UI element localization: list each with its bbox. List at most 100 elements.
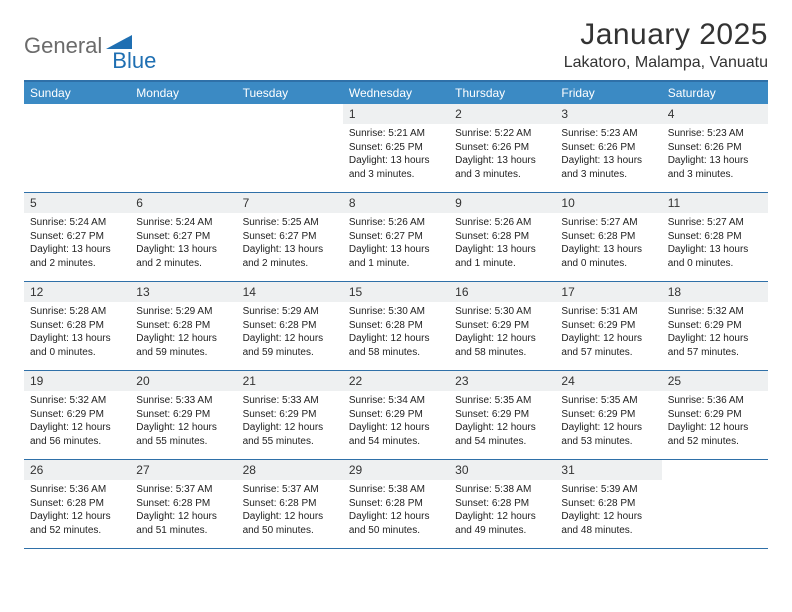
logo-text-general: General	[24, 33, 102, 59]
day-number: 16	[449, 282, 555, 302]
day-number: 6	[130, 193, 236, 213]
day-number: 9	[449, 193, 555, 213]
day-number: 5	[24, 193, 130, 213]
calendar-cell: 27Sunrise: 5:37 AMSunset: 6:28 PMDayligh…	[130, 460, 236, 548]
day-number: 18	[662, 282, 768, 302]
day-details: Sunrise: 5:26 AMSunset: 6:28 PMDaylight:…	[449, 213, 555, 274]
logo-text-blue: Blue	[112, 48, 156, 74]
day-number: 20	[130, 371, 236, 391]
day-number: 11	[662, 193, 768, 213]
calendar: SundayMondayTuesdayWednesdayThursdayFrid…	[24, 80, 768, 549]
day-number: 1	[343, 104, 449, 124]
day-details: Sunrise: 5:23 AMSunset: 6:26 PMDaylight:…	[555, 124, 661, 185]
day-number: 26	[24, 460, 130, 480]
calendar-cell: 13Sunrise: 5:29 AMSunset: 6:28 PMDayligh…	[130, 282, 236, 370]
calendar-cell: 10Sunrise: 5:27 AMSunset: 6:28 PMDayligh…	[555, 193, 661, 281]
calendar-cell: 26Sunrise: 5:36 AMSunset: 6:28 PMDayligh…	[24, 460, 130, 548]
day-number: 7	[237, 193, 343, 213]
day-details: Sunrise: 5:30 AMSunset: 6:28 PMDaylight:…	[343, 302, 449, 363]
day-details: Sunrise: 5:24 AMSunset: 6:27 PMDaylight:…	[24, 213, 130, 274]
calendar-cell: 5Sunrise: 5:24 AMSunset: 6:27 PMDaylight…	[24, 193, 130, 281]
calendar-cell: 21Sunrise: 5:33 AMSunset: 6:29 PMDayligh…	[237, 371, 343, 459]
calendar-week: 19Sunrise: 5:32 AMSunset: 6:29 PMDayligh…	[24, 371, 768, 460]
day-number: 4	[662, 104, 768, 124]
day-details: Sunrise: 5:36 AMSunset: 6:29 PMDaylight:…	[662, 391, 768, 452]
month-title: January 2025	[564, 18, 768, 52]
calendar-cell: 22Sunrise: 5:34 AMSunset: 6:29 PMDayligh…	[343, 371, 449, 459]
calendar-cell: 18Sunrise: 5:32 AMSunset: 6:29 PMDayligh…	[662, 282, 768, 370]
day-details: Sunrise: 5:37 AMSunset: 6:28 PMDaylight:…	[130, 480, 236, 541]
calendar-cell: 28Sunrise: 5:37 AMSunset: 6:28 PMDayligh…	[237, 460, 343, 548]
logo: General Blue	[24, 24, 156, 68]
calendar-week: 26Sunrise: 5:36 AMSunset: 6:28 PMDayligh…	[24, 460, 768, 549]
day-details: Sunrise: 5:22 AMSunset: 6:26 PMDaylight:…	[449, 124, 555, 185]
dow-label: Monday	[130, 82, 236, 104]
day-number: 29	[343, 460, 449, 480]
day-details: Sunrise: 5:24 AMSunset: 6:27 PMDaylight:…	[130, 213, 236, 274]
day-details: Sunrise: 5:39 AMSunset: 6:28 PMDaylight:…	[555, 480, 661, 541]
day-number: 10	[555, 193, 661, 213]
day-details: Sunrise: 5:33 AMSunset: 6:29 PMDaylight:…	[130, 391, 236, 452]
day-number: 15	[343, 282, 449, 302]
calendar-cell: 19Sunrise: 5:32 AMSunset: 6:29 PMDayligh…	[24, 371, 130, 459]
calendar-cell: 29Sunrise: 5:38 AMSunset: 6:28 PMDayligh…	[343, 460, 449, 548]
day-number: 14	[237, 282, 343, 302]
calendar-cell: ..	[130, 104, 236, 192]
dow-label: Friday	[555, 82, 661, 104]
day-number: 23	[449, 371, 555, 391]
day-number: 13	[130, 282, 236, 302]
day-number: 21	[237, 371, 343, 391]
calendar-week: ......1Sunrise: 5:21 AMSunset: 6:25 PMDa…	[24, 104, 768, 193]
day-details: Sunrise: 5:29 AMSunset: 6:28 PMDaylight:…	[237, 302, 343, 363]
calendar-cell: 17Sunrise: 5:31 AMSunset: 6:29 PMDayligh…	[555, 282, 661, 370]
calendar-cell: 7Sunrise: 5:25 AMSunset: 6:27 PMDaylight…	[237, 193, 343, 281]
day-number: 2	[449, 104, 555, 124]
calendar-cell: ..	[662, 460, 768, 548]
day-number: 24	[555, 371, 661, 391]
day-details: Sunrise: 5:35 AMSunset: 6:29 PMDaylight:…	[555, 391, 661, 452]
day-number: 27	[130, 460, 236, 480]
day-number: 25	[662, 371, 768, 391]
calendar-cell: 20Sunrise: 5:33 AMSunset: 6:29 PMDayligh…	[130, 371, 236, 459]
dow-label: Tuesday	[237, 82, 343, 104]
calendar-cell: ..	[237, 104, 343, 192]
calendar-cell: 8Sunrise: 5:26 AMSunset: 6:27 PMDaylight…	[343, 193, 449, 281]
day-details: Sunrise: 5:30 AMSunset: 6:29 PMDaylight:…	[449, 302, 555, 363]
calendar-cell: 6Sunrise: 5:24 AMSunset: 6:27 PMDaylight…	[130, 193, 236, 281]
calendar-cell: 4Sunrise: 5:23 AMSunset: 6:26 PMDaylight…	[662, 104, 768, 192]
day-details: Sunrise: 5:36 AMSunset: 6:28 PMDaylight:…	[24, 480, 130, 541]
calendar-week: 12Sunrise: 5:28 AMSunset: 6:28 PMDayligh…	[24, 282, 768, 371]
calendar-cell: 16Sunrise: 5:30 AMSunset: 6:29 PMDayligh…	[449, 282, 555, 370]
calendar-cell: ..	[24, 104, 130, 192]
day-details: Sunrise: 5:27 AMSunset: 6:28 PMDaylight:…	[555, 213, 661, 274]
calendar-cell: 3Sunrise: 5:23 AMSunset: 6:26 PMDaylight…	[555, 104, 661, 192]
calendar-week: 5Sunrise: 5:24 AMSunset: 6:27 PMDaylight…	[24, 193, 768, 282]
day-details: Sunrise: 5:21 AMSunset: 6:25 PMDaylight:…	[343, 124, 449, 185]
calendar-cell: 25Sunrise: 5:36 AMSunset: 6:29 PMDayligh…	[662, 371, 768, 459]
day-of-week-header: SundayMondayTuesdayWednesdayThursdayFrid…	[24, 82, 768, 104]
day-number: 30	[449, 460, 555, 480]
day-details: Sunrise: 5:31 AMSunset: 6:29 PMDaylight:…	[555, 302, 661, 363]
day-number: 17	[555, 282, 661, 302]
day-details: Sunrise: 5:32 AMSunset: 6:29 PMDaylight:…	[24, 391, 130, 452]
day-details: Sunrise: 5:38 AMSunset: 6:28 PMDaylight:…	[449, 480, 555, 541]
day-details: Sunrise: 5:27 AMSunset: 6:28 PMDaylight:…	[662, 213, 768, 274]
dow-label: Wednesday	[343, 82, 449, 104]
calendar-cell: 12Sunrise: 5:28 AMSunset: 6:28 PMDayligh…	[24, 282, 130, 370]
dow-label: Sunday	[24, 82, 130, 104]
day-number: 31	[555, 460, 661, 480]
day-details: Sunrise: 5:23 AMSunset: 6:26 PMDaylight:…	[662, 124, 768, 185]
dow-label: Thursday	[449, 82, 555, 104]
day-details: Sunrise: 5:32 AMSunset: 6:29 PMDaylight:…	[662, 302, 768, 363]
calendar-cell: 23Sunrise: 5:35 AMSunset: 6:29 PMDayligh…	[449, 371, 555, 459]
calendar-cell: 11Sunrise: 5:27 AMSunset: 6:28 PMDayligh…	[662, 193, 768, 281]
title-block: January 2025 Lakatoro, Malampa, Vanuatu	[564, 18, 768, 72]
header: General Blue January 2025 Lakatoro, Mala…	[24, 18, 768, 72]
calendar-cell: 14Sunrise: 5:29 AMSunset: 6:28 PMDayligh…	[237, 282, 343, 370]
day-number: 3	[555, 104, 661, 124]
day-details: Sunrise: 5:35 AMSunset: 6:29 PMDaylight:…	[449, 391, 555, 452]
location-text: Lakatoro, Malampa, Vanuatu	[564, 54, 768, 72]
day-number: 19	[24, 371, 130, 391]
day-details: Sunrise: 5:37 AMSunset: 6:28 PMDaylight:…	[237, 480, 343, 541]
day-details: Sunrise: 5:28 AMSunset: 6:28 PMDaylight:…	[24, 302, 130, 363]
